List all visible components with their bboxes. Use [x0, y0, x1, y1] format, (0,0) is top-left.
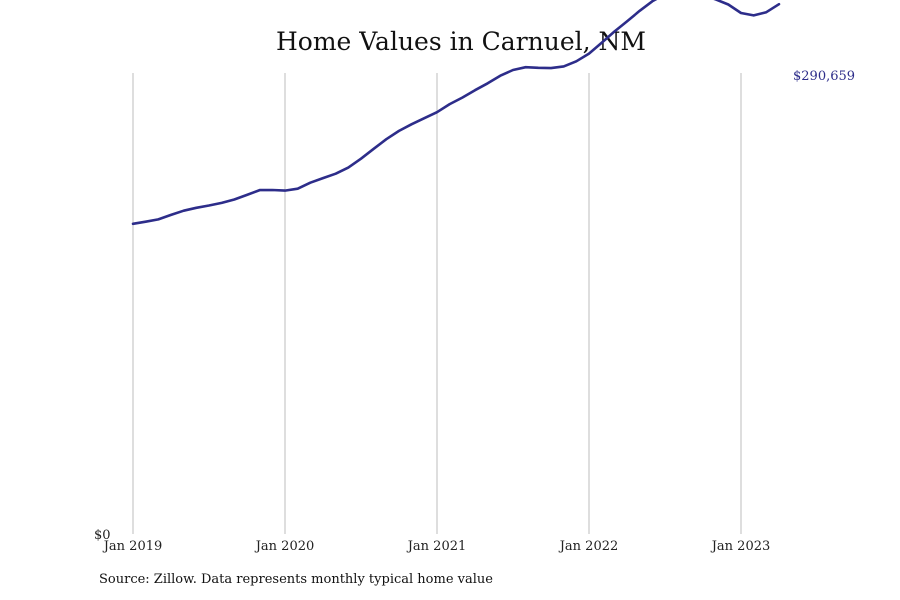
x-axis-ticks: Jan 2019 Jan 2020 Jan 2021 Jan 2022 Jan 2023 — [102, 539, 771, 554]
x-tick-label: Jan 2021 — [406, 539, 467, 554]
x-tick-label: Jan 2022 — [558, 539, 619, 554]
series-line — [131, 0, 781, 226]
x-tick-label: Jan 2020 — [254, 539, 315, 554]
x-tick-label: Jan 2023 — [710, 539, 771, 554]
source-note: Source: Zillow. Data represents monthly … — [99, 572, 493, 587]
y-axis-zero-label: $0 — [94, 528, 111, 543]
series-layer — [131, 0, 781, 226]
end-value-label: $290,659 — [793, 69, 855, 84]
chart-title: Home Values in Carnuel, NM — [275, 27, 647, 56]
gridlines — [132, 73, 742, 534]
x-tick-label: Jan 2019 — [102, 539, 163, 554]
